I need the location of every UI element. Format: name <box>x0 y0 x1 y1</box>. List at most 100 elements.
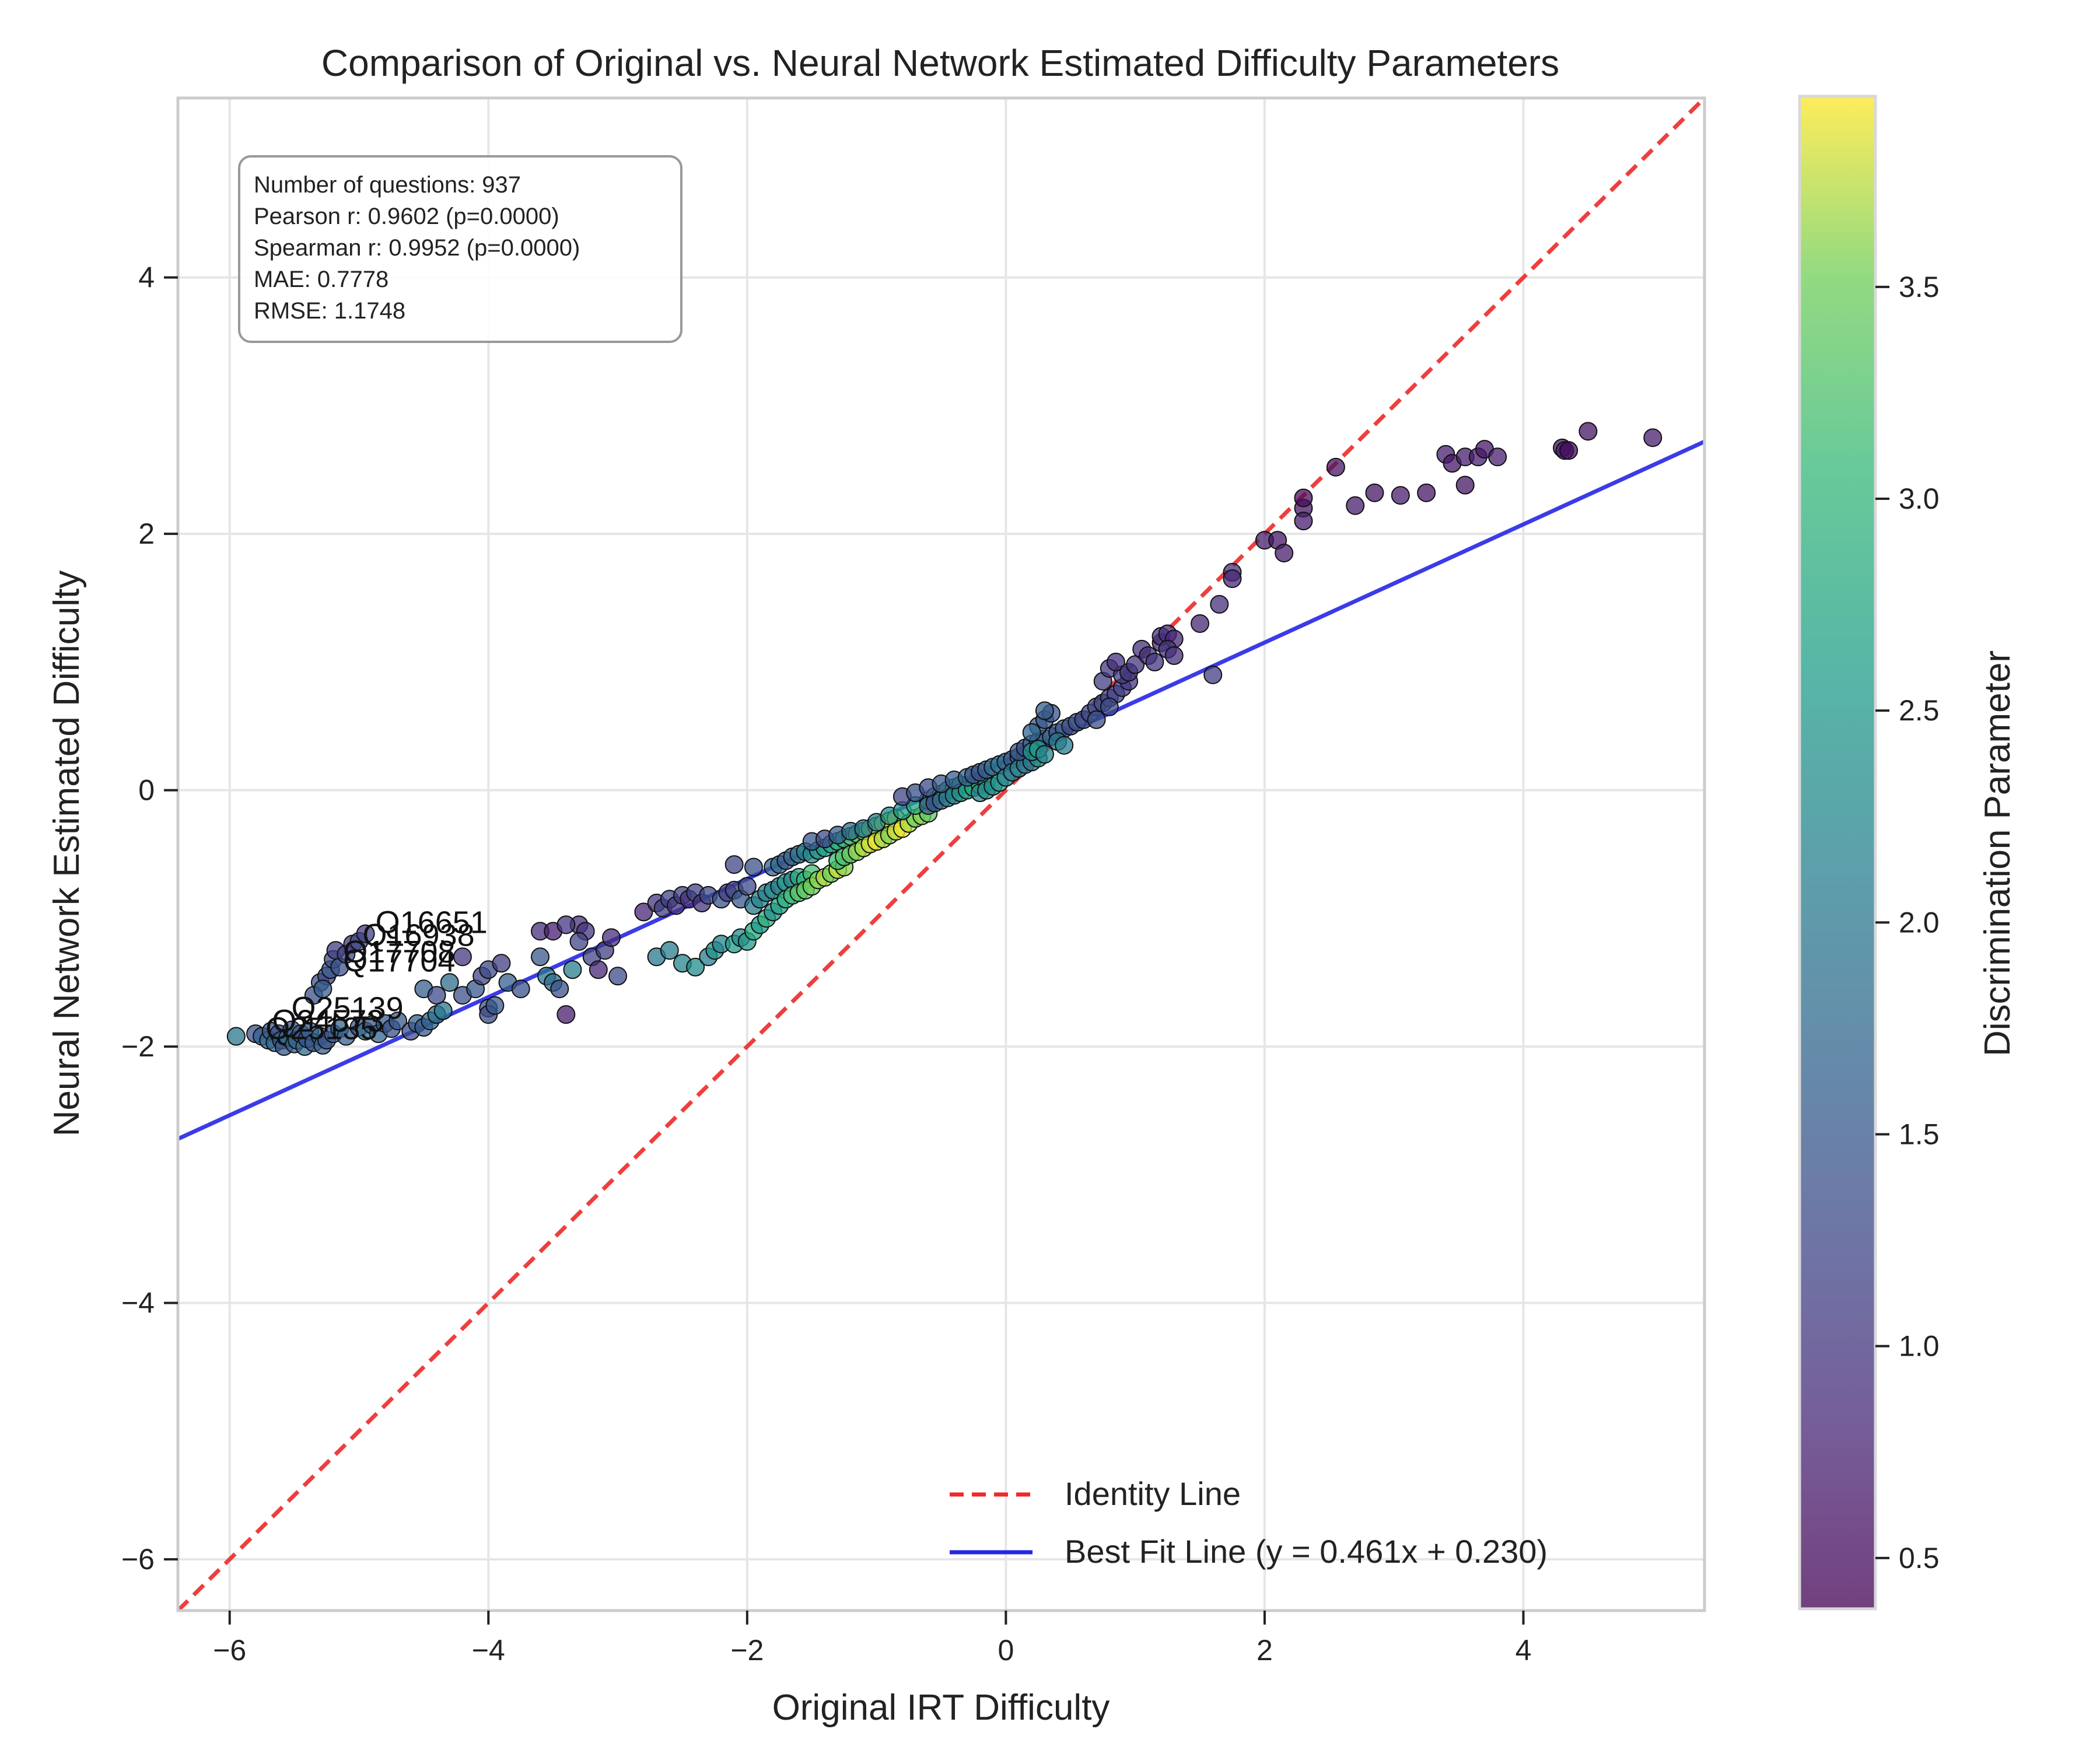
data-point <box>1164 646 1184 665</box>
legend-identity-label: Identity Line <box>1065 1475 1241 1512</box>
scatter-points <box>226 422 1662 1056</box>
point-label: Q17704 <box>343 943 455 978</box>
data-point <box>313 979 332 999</box>
x-tick-label: 2 <box>1256 1634 1273 1667</box>
legend: Identity Line Best Fit Line (y = 0.461x … <box>950 1475 1548 1570</box>
data-point <box>1578 422 1598 441</box>
stats-question-count: Number of questions: 937 <box>254 172 521 198</box>
data-point <box>1365 483 1384 502</box>
data-point <box>634 902 653 922</box>
colorbar-tick-label: 2.0 <box>1899 906 1940 939</box>
data-point <box>511 979 530 999</box>
data-point <box>660 941 679 960</box>
data-point <box>601 928 621 947</box>
colorbar-tick-label: 1.0 <box>1899 1330 1940 1363</box>
stats-mae: MAE: 0.7778 <box>254 267 388 292</box>
y-tick-label: −4 <box>121 1287 155 1320</box>
y-tick-label: 4 <box>138 261 155 294</box>
y-tick-label: 0 <box>138 774 155 807</box>
data-point <box>1106 652 1125 671</box>
stats-pearson: Pearson r: 0.9602 (p=0.0000) <box>254 204 559 229</box>
data-point <box>550 979 569 999</box>
axis-ticks: −6 −4 −2 0 2 4 −6 −4 −2 0 2 4 <box>121 261 1531 1667</box>
x-tick-label: −2 <box>730 1634 764 1667</box>
data-point <box>1391 486 1410 505</box>
x-tick-label: 0 <box>998 1634 1014 1667</box>
point-label: Q24573 <box>272 1004 384 1039</box>
identity-line <box>178 98 1704 1611</box>
y-tick-label: 2 <box>138 517 155 550</box>
x-tick-label: 4 <box>1516 1634 1532 1667</box>
point-label: Q25139 <box>292 991 404 1026</box>
data-point <box>1191 614 1210 633</box>
data-point <box>485 996 505 1015</box>
x-tick-label: −4 <box>472 1634 505 1667</box>
data-point <box>737 877 757 896</box>
data-point <box>1488 447 1507 467</box>
data-point <box>1294 488 1313 508</box>
data-point <box>1100 697 1119 716</box>
data-point <box>1035 701 1054 720</box>
data-point <box>1417 483 1436 502</box>
chart-title: Comparison of Original vs. Neural Networ… <box>321 42 1559 84</box>
colorbar-tick-label: 1.5 <box>1899 1118 1940 1151</box>
y-tick-label: −2 <box>121 1030 155 1063</box>
data-point <box>1203 665 1223 684</box>
y-axis-title: Neural Network Estimated Difficulty <box>47 570 87 1137</box>
data-point <box>427 986 446 1005</box>
data-point <box>1326 457 1345 477</box>
data-point <box>556 915 576 935</box>
point-label: Q25135 <box>265 1012 377 1046</box>
data-point <box>453 947 472 967</box>
data-point <box>1559 441 1578 460</box>
data-point <box>1275 544 1294 563</box>
point-label: Q16938 <box>362 918 474 953</box>
data-point <box>1294 512 1313 531</box>
plot-frame <box>176 96 1706 1612</box>
data-point <box>744 858 763 877</box>
stats-box: Number of questions: 937 Pearson r: 0.96… <box>238 155 682 343</box>
data-point <box>356 924 375 943</box>
data-point <box>589 960 608 979</box>
data-point <box>388 1012 408 1031</box>
data-point <box>686 957 705 977</box>
data-point <box>1145 652 1164 671</box>
x-axis-title: Original IRT Difficulty <box>772 1688 1110 1728</box>
x-tick-label: −6 <box>213 1634 246 1667</box>
colorbar-ticks: 0.5 1.0 1.5 2.0 2.5 3.0 3.5 <box>1875 271 1940 1574</box>
data-point <box>1455 475 1475 495</box>
stats-spearman: Spearman r: 0.9952 (p=0.0000) <box>254 235 580 261</box>
data-point <box>563 960 582 979</box>
legend-fit-label: Best Fit Line (y = 0.461x + 0.230) <box>1065 1533 1548 1570</box>
point-label: Q16651 <box>376 905 488 940</box>
data-point <box>556 1005 576 1024</box>
colorbar-tick-label: 3.5 <box>1899 271 1940 303</box>
data-point <box>724 855 744 874</box>
colorbar-gradient <box>1798 94 1877 1611</box>
data-point <box>608 967 628 986</box>
data-point <box>1087 710 1106 729</box>
data-point <box>1643 428 1662 447</box>
data-point <box>530 947 550 967</box>
y-tick-label: −6 <box>121 1543 155 1576</box>
data-point <box>1022 723 1041 742</box>
data-point <box>1035 745 1054 764</box>
colorbar-tick-label: 0.5 <box>1899 1542 1940 1574</box>
data-point <box>1055 736 1074 755</box>
point-label: Q17708 <box>343 935 455 970</box>
data-point <box>337 1027 356 1046</box>
data-point <box>492 954 511 973</box>
data-point <box>226 1027 246 1046</box>
data-point <box>569 932 589 951</box>
data-point <box>440 973 459 992</box>
data-point <box>1223 569 1242 589</box>
colorbar-title: Discrimination Parameter <box>1978 650 2018 1056</box>
data-point <box>1210 594 1229 614</box>
data-point <box>1346 496 1365 515</box>
colorbar-tick-label: 3.0 <box>1899 482 1940 515</box>
stats-box-frame <box>238 155 682 343</box>
stats-rmse: RMSE: 1.1748 <box>254 298 405 324</box>
colorbar: 0.5 1.0 1.5 2.0 2.5 3.0 3.5 Discrimination Par… <box>1798 94 2018 1611</box>
